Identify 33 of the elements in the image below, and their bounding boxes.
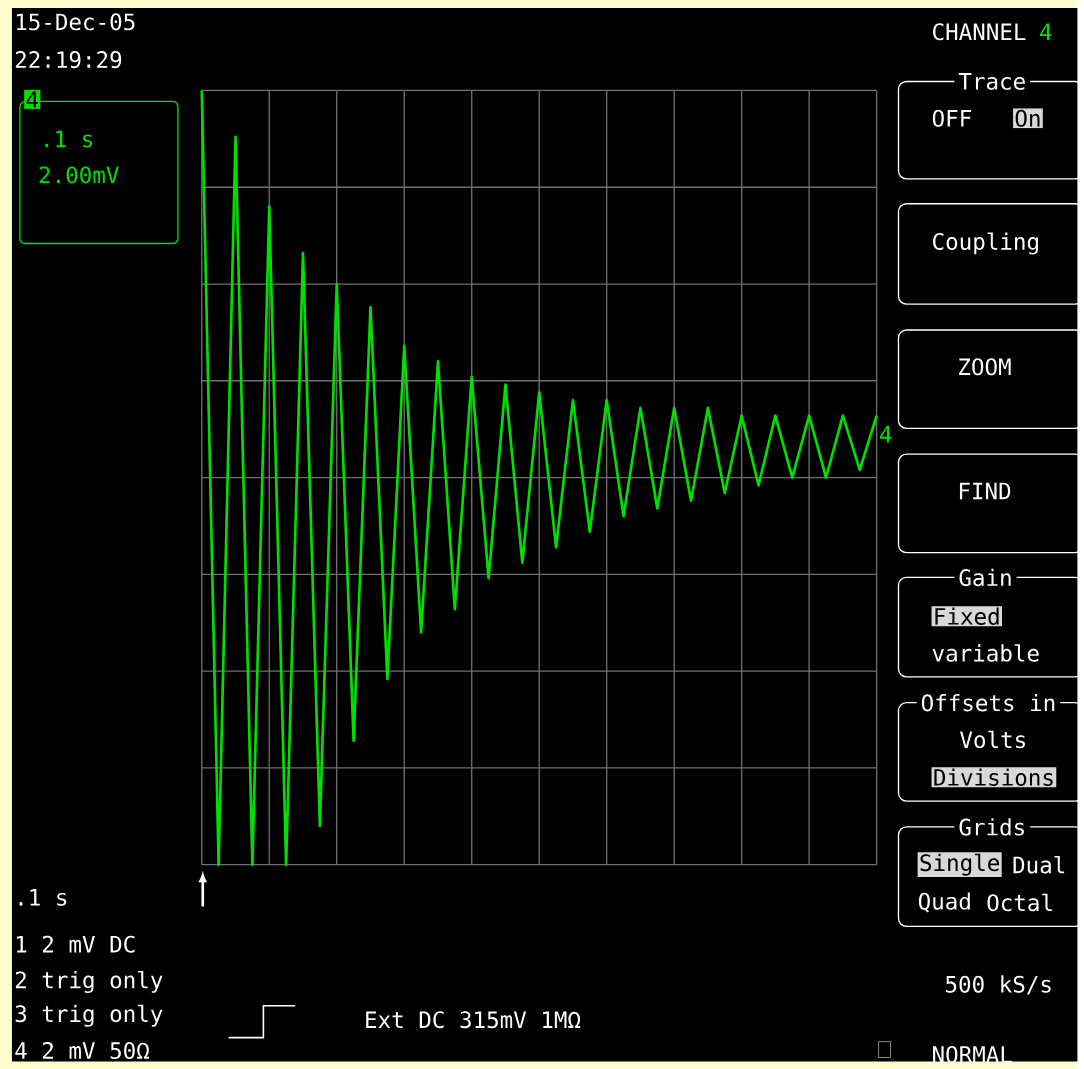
text: 3 trig only — [15, 1004, 163, 1027]
text: Divisions — [934, 768, 1053, 786]
text: variable — [932, 644, 1039, 662]
text: 4 2 mV 50Ω — [15, 1041, 149, 1059]
text: Quad — [918, 892, 970, 913]
text: 4 — [1040, 23, 1052, 40]
text: 2.00mV — [39, 166, 119, 184]
text: CHANNEL — [933, 23, 1026, 41]
text: 4 — [26, 90, 38, 108]
text: OFF — [932, 109, 971, 127]
text: .1 s — [45, 130, 93, 148]
text: ZOOM — [959, 358, 1011, 376]
text: 15-Dec-05 — [16, 13, 135, 31]
text: 1 2 mV DC — [16, 935, 135, 953]
text: 2 trig only — [15, 970, 163, 993]
text: Single — [920, 853, 1000, 876]
text: Grids — [959, 817, 1024, 836]
text: Fixed — [935, 607, 999, 625]
text: NORMAL — [933, 1045, 1012, 1063]
text: Coupling — [933, 232, 1038, 255]
text: FIND — [959, 482, 1011, 499]
text: Octal — [987, 893, 1052, 912]
text: Dual — [1013, 855, 1065, 874]
text: 4 — [880, 425, 892, 443]
text: Offsets in — [921, 693, 1055, 712]
text: On — [1015, 109, 1040, 127]
text: Volts — [960, 730, 1025, 749]
text: Trace — [958, 72, 1025, 90]
text: 22:19:29 — [15, 50, 122, 68]
text: .1 s — [19, 888, 67, 906]
text: 500 kS/s — [946, 975, 1051, 995]
text: Gain — [959, 568, 1011, 586]
text: Ext DC 315mV 1MΩ — [366, 1010, 581, 1029]
